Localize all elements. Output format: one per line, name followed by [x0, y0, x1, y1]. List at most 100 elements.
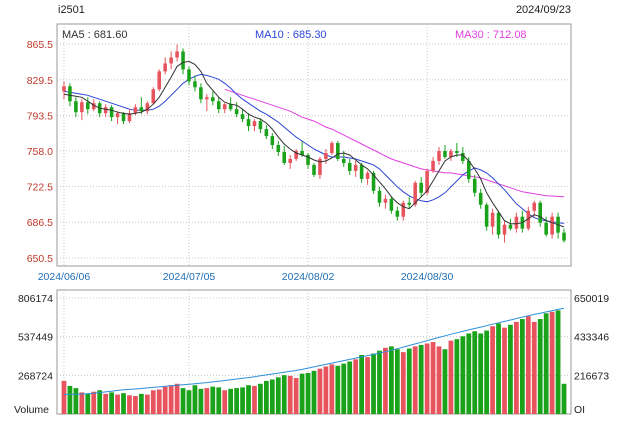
candle-body	[74, 101, 78, 113]
candle	[544, 216, 548, 237]
candle	[437, 147, 441, 165]
candle-body	[222, 104, 227, 110]
volume-bar	[293, 378, 299, 414]
candle-body	[294, 151, 298, 159]
candle-body	[157, 71, 162, 90]
volume-axis-labels: 806174 537449 268724	[18, 293, 53, 382]
candle	[336, 141, 340, 161]
volume-bar	[412, 346, 418, 414]
volume-bar	[555, 310, 561, 414]
volume-bar	[127, 395, 132, 414]
candle	[163, 57, 167, 75]
volume-bar	[531, 321, 537, 414]
candle	[181, 48, 185, 75]
candle-body	[288, 158, 292, 163]
volume-bar	[353, 359, 359, 414]
volume-bar	[317, 368, 323, 414]
candle-body	[538, 202, 542, 223]
price-tick-label: 650.5	[27, 253, 53, 265]
candle-body	[151, 89, 156, 104]
candle	[353, 160, 358, 177]
volume-bar	[192, 385, 198, 414]
candle-body	[193, 81, 197, 88]
open-interest-series	[64, 307, 565, 395]
candle	[508, 218, 513, 231]
volume-bar	[144, 394, 150, 414]
candle-body	[365, 172, 370, 179]
oi-tick-label: 650019	[574, 293, 609, 305]
volume-bar	[73, 388, 79, 414]
candle-body	[532, 202, 537, 211]
date-tick-label: 2024/06/06	[38, 271, 91, 283]
ma5-series	[63, 60, 565, 228]
volume-bar	[299, 373, 305, 414]
candle	[151, 87, 156, 105]
candle	[419, 176, 423, 197]
volume-bar	[502, 327, 507, 414]
candle	[330, 141, 334, 155]
candle-body	[449, 151, 453, 157]
volume-bar	[394, 349, 400, 414]
candle-body	[466, 160, 471, 179]
candle	[139, 97, 144, 115]
volume-bar	[263, 380, 269, 414]
candle-body	[478, 192, 483, 205]
candle-body	[443, 151, 447, 157]
volume-bar	[252, 385, 257, 414]
volume-bar	[150, 390, 156, 414]
candle	[205, 94, 209, 112]
candle-body	[103, 107, 108, 114]
volume-bar	[156, 389, 162, 414]
candle-body	[91, 103, 96, 110]
volume-bar	[275, 377, 281, 414]
price-tick-label: 829.5	[27, 75, 53, 87]
candle	[383, 194, 388, 209]
ma10-legend: MA10 : 685.30	[255, 29, 327, 41]
candle-body	[401, 202, 406, 217]
candle	[532, 200, 537, 217]
volume-bar	[287, 375, 293, 414]
candle	[389, 196, 394, 214]
candle-body	[526, 210, 531, 229]
volume-bar	[115, 394, 120, 414]
volume-bar	[347, 361, 353, 414]
volume-bar	[240, 387, 245, 414]
candle	[121, 112, 126, 125]
volume-bar	[508, 324, 513, 414]
candle	[264, 125, 269, 140]
volume-bar	[418, 344, 424, 414]
candle-body	[300, 151, 304, 155]
price-tick-label: 722.5	[27, 181, 53, 193]
candle	[318, 156, 322, 179]
candle-body	[240, 114, 245, 120]
date-axis-labels: 2024/06/06 2024/07/05 2024/08/02 2024/08/30	[38, 271, 454, 283]
candle	[68, 83, 72, 107]
candle-body	[514, 216, 519, 229]
candle	[169, 51, 173, 70]
volume-bar	[341, 363, 347, 414]
candle-body	[437, 151, 441, 161]
volume-bar	[400, 352, 406, 414]
volume-bar	[174, 383, 180, 414]
candle-body	[133, 107, 138, 114]
volume-bar	[329, 364, 335, 414]
candle-body	[175, 51, 179, 58]
candle-body	[258, 121, 263, 130]
candle	[496, 210, 501, 239]
candle-body	[127, 113, 132, 122]
candle	[145, 101, 150, 115]
volume-label: Volume	[14, 404, 49, 416]
candle-body	[425, 170, 429, 193]
candle	[199, 83, 203, 104]
candle	[294, 149, 298, 161]
oi-label: OI	[574, 404, 585, 416]
candle-body	[145, 103, 150, 112]
volume-bar	[61, 380, 67, 414]
volume-bar	[484, 330, 490, 414]
candle-body	[508, 224, 513, 229]
candle-body	[62, 86, 66, 92]
volume-bar	[109, 392, 114, 414]
candle-body	[502, 224, 507, 235]
volume-bar	[496, 323, 501, 414]
